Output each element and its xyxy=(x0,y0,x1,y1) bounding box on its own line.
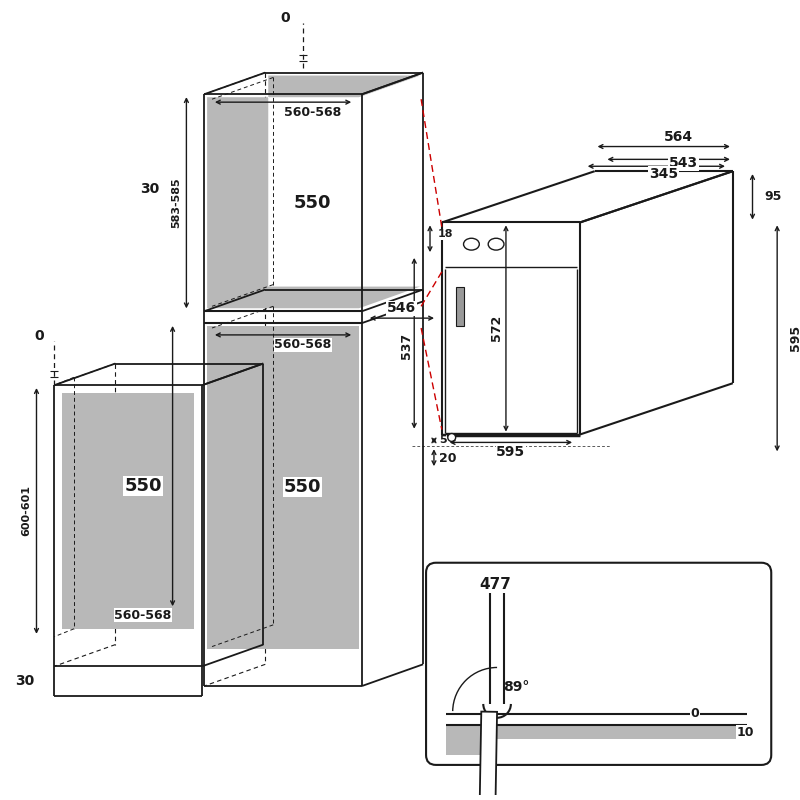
Text: 550: 550 xyxy=(294,194,331,212)
Polygon shape xyxy=(478,711,497,800)
Text: 20: 20 xyxy=(439,452,456,465)
Text: 0: 0 xyxy=(280,11,290,26)
Polygon shape xyxy=(207,75,420,308)
Bar xyxy=(446,726,490,755)
Text: 477: 477 xyxy=(479,577,511,592)
Text: 5: 5 xyxy=(439,435,446,446)
Text: 600-601: 600-601 xyxy=(22,485,32,536)
Text: 10: 10 xyxy=(737,726,754,739)
Text: 30: 30 xyxy=(15,674,34,688)
Polygon shape xyxy=(62,393,194,629)
Text: 30: 30 xyxy=(140,182,159,196)
Text: 89°: 89° xyxy=(504,680,530,694)
Text: 560-568: 560-568 xyxy=(274,338,331,351)
Bar xyxy=(446,726,746,739)
Text: 550: 550 xyxy=(124,477,162,495)
FancyBboxPatch shape xyxy=(426,562,771,765)
Text: 595: 595 xyxy=(789,325,800,351)
Text: 546: 546 xyxy=(387,302,416,315)
Ellipse shape xyxy=(488,238,504,250)
Text: 18: 18 xyxy=(438,230,454,239)
Text: 572: 572 xyxy=(490,315,502,341)
Text: 537: 537 xyxy=(400,333,413,359)
Circle shape xyxy=(448,434,456,442)
Text: 595: 595 xyxy=(496,446,526,459)
Bar xyxy=(456,286,463,326)
Text: 560-568: 560-568 xyxy=(284,106,342,118)
Text: 0: 0 xyxy=(690,707,699,720)
Text: 0: 0 xyxy=(34,329,44,343)
Text: 550: 550 xyxy=(284,478,322,496)
Text: 564: 564 xyxy=(664,130,693,144)
Polygon shape xyxy=(207,326,359,649)
Text: 543: 543 xyxy=(669,156,698,170)
Text: 95: 95 xyxy=(764,190,782,203)
Text: 560-568: 560-568 xyxy=(114,609,172,622)
Ellipse shape xyxy=(463,238,479,250)
Text: 583-585: 583-585 xyxy=(171,178,182,228)
Text: 345: 345 xyxy=(649,167,678,181)
